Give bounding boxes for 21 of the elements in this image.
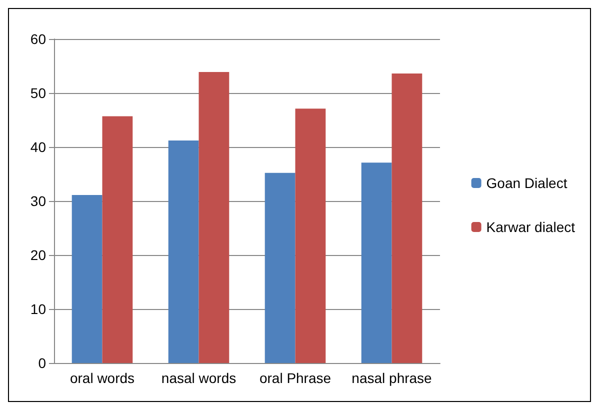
y-tick-label: 60 <box>30 31 46 47</box>
bar <box>392 74 422 363</box>
x-tick-label: oral Phrase <box>259 370 332 386</box>
x-tick-label: oral words <box>70 370 135 386</box>
legend-label: Goan Dialect <box>486 175 568 191</box>
legend-label: Karwar dialect <box>486 219 576 235</box>
x-tick-label: nasal words <box>161 370 236 386</box>
y-tick-label: 30 <box>30 193 46 209</box>
bar <box>102 116 133 363</box>
y-tick-label: 50 <box>30 85 46 101</box>
y-tick-label: 0 <box>38 355 46 371</box>
bar <box>295 108 326 363</box>
y-tick-label: 20 <box>30 247 46 263</box>
bar <box>361 162 392 363</box>
bar <box>72 195 102 363</box>
y-tick-label: 10 <box>30 301 46 317</box>
x-tick-label: nasal phrase <box>352 370 432 386</box>
bar <box>264 172 296 363</box>
y-tick-label: 40 <box>30 139 46 155</box>
bar <box>168 140 199 363</box>
bar <box>198 72 230 363</box>
